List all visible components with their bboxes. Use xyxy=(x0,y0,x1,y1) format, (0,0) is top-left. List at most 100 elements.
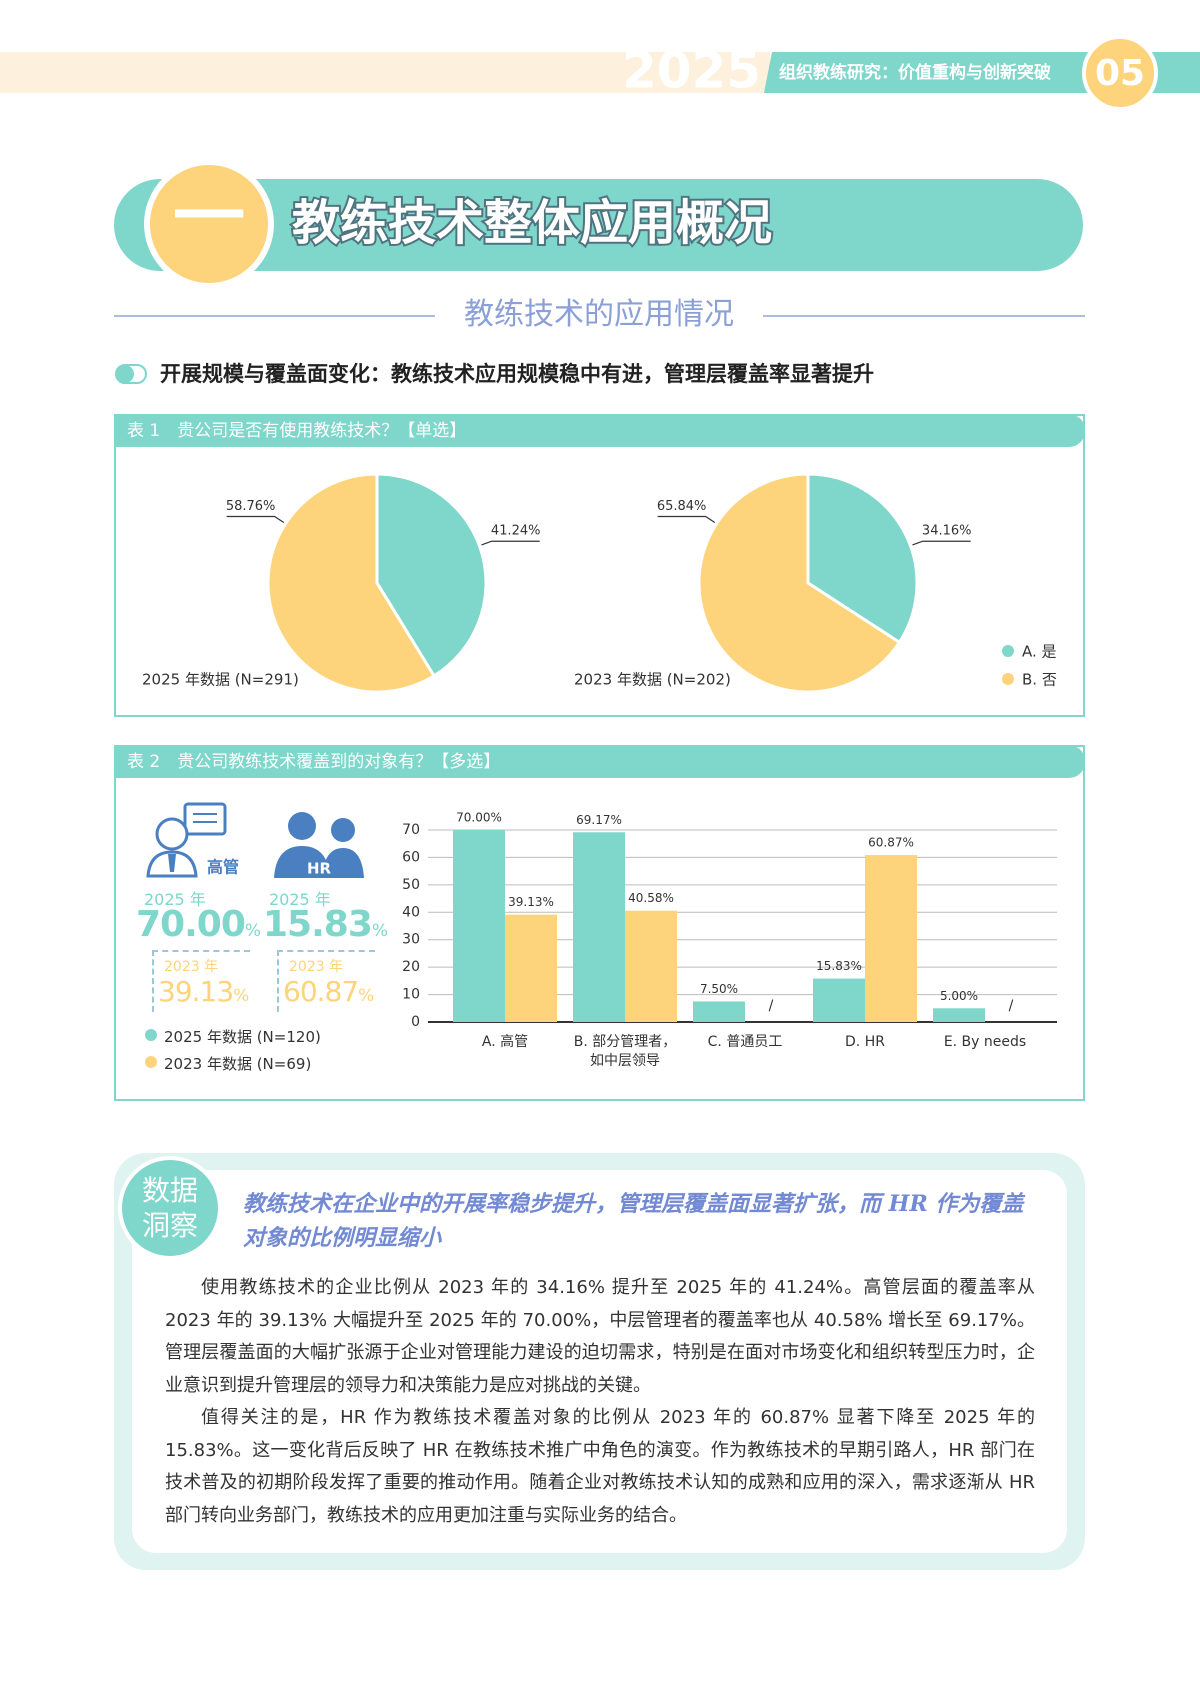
leader-line xyxy=(912,540,971,546)
header-title: 组织教练研究：价值重构与创新突破 xyxy=(779,62,1051,83)
y-tick-label: 10 xyxy=(402,987,420,1003)
kpi-number: 39.13 xyxy=(158,975,234,1008)
y-tick-label: 20 xyxy=(402,959,420,975)
kpi-value: 15.83% xyxy=(263,904,388,945)
kpi-unit: % xyxy=(233,986,249,1006)
y-tick-label: 60 xyxy=(402,849,420,865)
bar xyxy=(865,855,917,1022)
bar xyxy=(693,1001,745,1022)
data-label: / xyxy=(1009,998,1014,1014)
data-label: 60.87% xyxy=(868,836,914,850)
leader-line xyxy=(657,515,716,523)
pie-slice xyxy=(266,472,437,694)
kpi-label: HR xyxy=(307,860,332,878)
leader-line xyxy=(481,540,540,546)
kpi-year: 2025 年 xyxy=(144,890,206,909)
x-tick-label: C. 普通员工 xyxy=(707,1034,783,1050)
x-tick-label: E. By needs xyxy=(943,1034,1027,1050)
paragraph: 值得关注的是，HR 作为教练技术覆盖对象的比例从 2023 年的 60.87% … xyxy=(165,1407,1035,1526)
leader-line xyxy=(226,515,285,523)
section-title: 教练技术整体应用概况 xyxy=(292,195,772,251)
data-label: 70.00% xyxy=(456,811,502,825)
legend-swatch xyxy=(1002,673,1014,685)
y-tick-label: 30 xyxy=(402,932,420,948)
data-label: / xyxy=(769,998,774,1014)
kpi-number: 70.00 xyxy=(136,904,246,945)
bullet-dot xyxy=(116,365,134,383)
kpi-unit: % xyxy=(371,921,388,941)
data-label: 41.24% xyxy=(491,524,541,539)
legend-label: A. 是 xyxy=(1022,643,1057,661)
table-title: 表 2 贵公司教练技术覆盖到的对象有？【多选】 xyxy=(127,752,500,772)
legend-label: B. 否 xyxy=(1022,671,1057,689)
data-label: 5.00% xyxy=(940,989,978,1003)
table-title: 表 1 贵公司是否有使用教练技术？【单选】 xyxy=(127,420,466,441)
data-label: 7.50% xyxy=(700,982,738,996)
legend-label: 2025 年数据 (N=120) xyxy=(164,1028,321,1046)
kpi-unit: % xyxy=(358,986,374,1006)
kpi-value: 39.13% xyxy=(158,975,249,1008)
bar xyxy=(505,914,557,1022)
insight-panel xyxy=(132,1170,1067,1553)
pie-caption: 2023 年数据 (N=202) xyxy=(574,671,731,689)
table-header xyxy=(114,745,154,778)
header-tab xyxy=(764,52,1092,93)
kpi-year: 2023 年 xyxy=(164,959,219,975)
kpi-value: 60.87% xyxy=(283,975,374,1008)
kpi-number: 15.83 xyxy=(263,904,373,945)
bar xyxy=(573,832,625,1022)
kpi-box xyxy=(152,950,250,1012)
kpi-unit: % xyxy=(244,921,261,941)
header-band xyxy=(0,52,770,93)
insight-badge-text: 数据 xyxy=(142,1174,198,1207)
legend-label: 2023 年数据 (N=69) xyxy=(164,1055,312,1073)
data-label: 65.84% xyxy=(657,499,707,514)
x-tick-label: A. 高管 xyxy=(481,1034,529,1050)
insight-badge-text: 洞察 xyxy=(142,1209,198,1242)
table-header xyxy=(114,414,154,447)
y-tick-label: 0 xyxy=(411,1014,420,1030)
x-tick-label: D. HR xyxy=(845,1034,885,1050)
pie-caption: 2025 年数据 (N=291) xyxy=(142,671,299,689)
kpi-year: 2025 年 xyxy=(269,890,331,909)
insight-badge xyxy=(118,1156,222,1260)
header-year: 2025 xyxy=(622,42,761,100)
executive-icon xyxy=(146,802,227,878)
legend-swatch xyxy=(145,1029,157,1041)
legend-swatch xyxy=(145,1056,157,1068)
x-tick-label: B. 部分管理者， 如中层领导 xyxy=(573,1034,677,1069)
section-subtitle: 教练技术的应用情况 xyxy=(464,297,734,332)
data-label: 58.76% xyxy=(226,499,276,514)
y-tick-label: 40 xyxy=(402,904,420,920)
bar xyxy=(625,910,677,1022)
data-label: 15.83% xyxy=(816,959,862,973)
bar xyxy=(933,1008,985,1022)
data-label: 34.16% xyxy=(922,524,972,539)
legend-swatch xyxy=(1002,645,1014,657)
hr-icon xyxy=(274,812,364,878)
pie-slice xyxy=(697,472,902,694)
page-badge xyxy=(1082,35,1158,111)
section-number: 一 xyxy=(173,175,245,259)
y-tick-label: 50 xyxy=(402,877,420,893)
section-banner xyxy=(114,179,1083,271)
heading: 开展规模与覆盖面变化：教练技术应用规模稳中有进，管理层覆盖率显著提升 xyxy=(160,362,874,386)
section-badge xyxy=(144,159,274,289)
data-label: 39.13% xyxy=(508,895,554,909)
table-header xyxy=(114,414,1085,447)
paragraph: 使用教练技术的企业比例从 2023 年的 34.16% 提升至 2025 年的 … xyxy=(165,1277,1035,1396)
y-tick-label: 70 xyxy=(402,822,420,838)
bar xyxy=(813,978,865,1022)
kpi-number: 60.87 xyxy=(283,975,359,1008)
data-label: 69.17% xyxy=(576,813,622,827)
insight-title: 教练技术在企业中的开展率稳步提升，管理层覆盖面显著扩张，而 HR 作为覆盖对象的… xyxy=(243,1191,1024,1251)
kpi-year: 2023 年 xyxy=(289,959,344,975)
kpi-box xyxy=(277,950,375,1012)
bar xyxy=(453,830,505,1022)
table-header xyxy=(114,745,1085,778)
data-label: 40.58% xyxy=(628,891,674,905)
kpi-value: 70.00% xyxy=(136,904,261,945)
page-number: 05 xyxy=(1095,53,1145,94)
